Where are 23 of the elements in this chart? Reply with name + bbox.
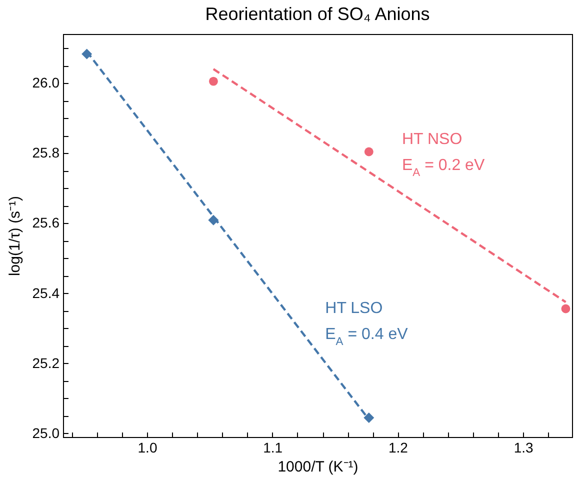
point <box>82 48 92 60</box>
y-axis-title: log(1/τ) (s⁻¹) <box>6 196 24 276</box>
annotation: E$_{A}$ = 0.4 eV <box>325 326 408 348</box>
y-tick-label: 26.0 <box>32 74 60 91</box>
point <box>208 214 219 226</box>
annotation: E$_{A}$ = 0.2 eV <box>402 156 485 179</box>
x-tick-label: 1.2 <box>388 440 408 456</box>
point <box>561 304 570 314</box>
x-axis-title: 1000/T (K⁻¹) <box>278 458 358 476</box>
y-tick-label: 25.6 <box>32 214 60 231</box>
chart-title: Reorientation of SO₄ Anions <box>205 4 430 24</box>
x-tick-label: 1.1 <box>263 440 283 456</box>
series-label: HT NSO <box>402 130 462 148</box>
x-tick-label: 1.0 <box>138 440 158 456</box>
point <box>364 412 374 423</box>
y-tick-label: 25.0 <box>32 424 60 441</box>
y-tick-label: 25.2 <box>32 354 60 371</box>
point <box>208 76 218 86</box>
y-tick-label: 25.4 <box>32 284 60 301</box>
x-tick-label: 1.3 <box>514 440 534 456</box>
point <box>364 147 374 156</box>
y-tick-label: 25.8 <box>32 144 60 161</box>
text: HT LSO <box>325 300 383 318</box>
